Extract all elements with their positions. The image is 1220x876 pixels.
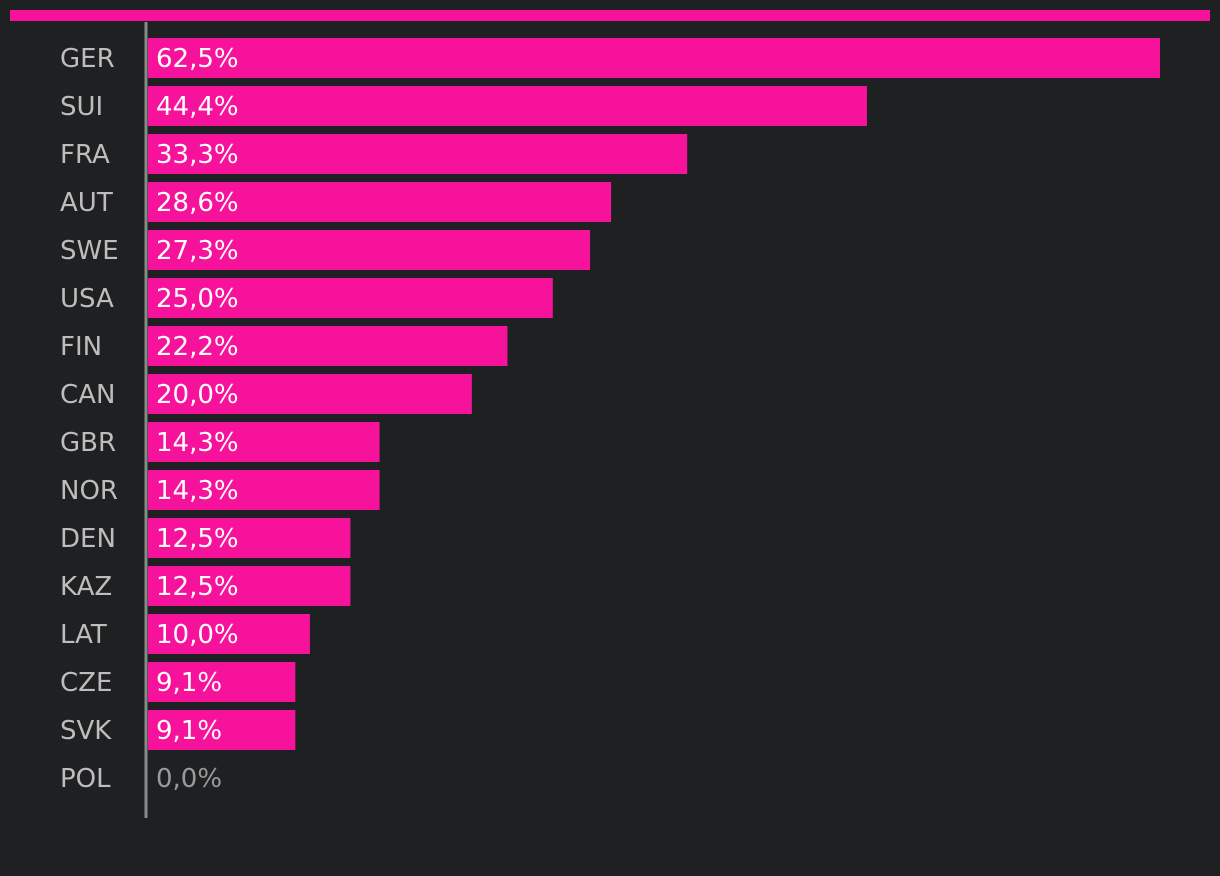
value-label-svk: 9,1%: [156, 716, 222, 746]
category-label-svk: SVK: [60, 716, 112, 746]
bar-usa: [148, 278, 553, 318]
bar-fra: [148, 134, 688, 174]
bar-aut: [148, 182, 612, 222]
value-label-gbr: 14,3%: [156, 428, 239, 458]
category-label-nor: NOR: [60, 476, 118, 506]
category-label-gbr: GBR: [60, 428, 116, 458]
bar-gbr: [148, 422, 380, 462]
top-accent-line: [10, 10, 1210, 21]
category-label-fin: FIN: [60, 332, 102, 362]
value-label-fin: 22,2%: [156, 332, 239, 362]
category-label-sui: SUI: [60, 92, 103, 122]
value-label-ger: 62,5%: [156, 44, 239, 74]
value-label-cze: 9,1%: [156, 668, 222, 698]
value-label-nor: 14,3%: [156, 476, 239, 506]
category-label-usa: USA: [60, 284, 114, 314]
category-label-fra: FRA: [60, 140, 110, 170]
category-label-aut: AUT: [60, 188, 113, 218]
value-label-fra: 33,3%: [156, 140, 239, 170]
category-label-ger: GER: [60, 44, 115, 74]
bar-svk: [148, 710, 296, 750]
bar-ger: [148, 38, 1160, 78]
value-label-can: 20,0%: [156, 380, 239, 410]
category-label-lat: LAT: [60, 620, 107, 650]
category-label-can: CAN: [60, 380, 115, 410]
bar-cze: [148, 662, 296, 702]
bars-group: GER 62,5% SUI 44,4% FRA 33,3% AUT 28,6% SWE 27,3%…: [60, 38, 1160, 794]
bar-kaz: [148, 566, 351, 606]
category-label-kaz: KAZ: [60, 572, 112, 602]
value-label-lat: 10,0%: [156, 620, 239, 650]
bar-nor: [148, 470, 380, 510]
value-label-usa: 25,0%: [156, 284, 239, 314]
category-label-swe: SWE: [60, 236, 119, 266]
value-label-sui: 44,4%: [156, 92, 239, 122]
value-label-pol: 0,0%: [156, 764, 222, 794]
bar-fin: [148, 326, 508, 366]
bar-den: [148, 518, 351, 558]
bar-sui: [148, 86, 867, 126]
category-label-den: DEN: [60, 524, 116, 554]
category-label-pol: POL: [60, 764, 111, 794]
value-label-swe: 27,3%: [156, 236, 239, 266]
category-label-cze: CZE: [60, 668, 112, 698]
value-label-den: 12,5%: [156, 524, 239, 554]
value-label-aut: 28,6%: [156, 188, 239, 218]
bar-can: [148, 374, 472, 414]
value-label-kaz: 12,5%: [156, 572, 239, 602]
bar-swe: [148, 230, 591, 270]
bar-lat: [148, 614, 310, 654]
